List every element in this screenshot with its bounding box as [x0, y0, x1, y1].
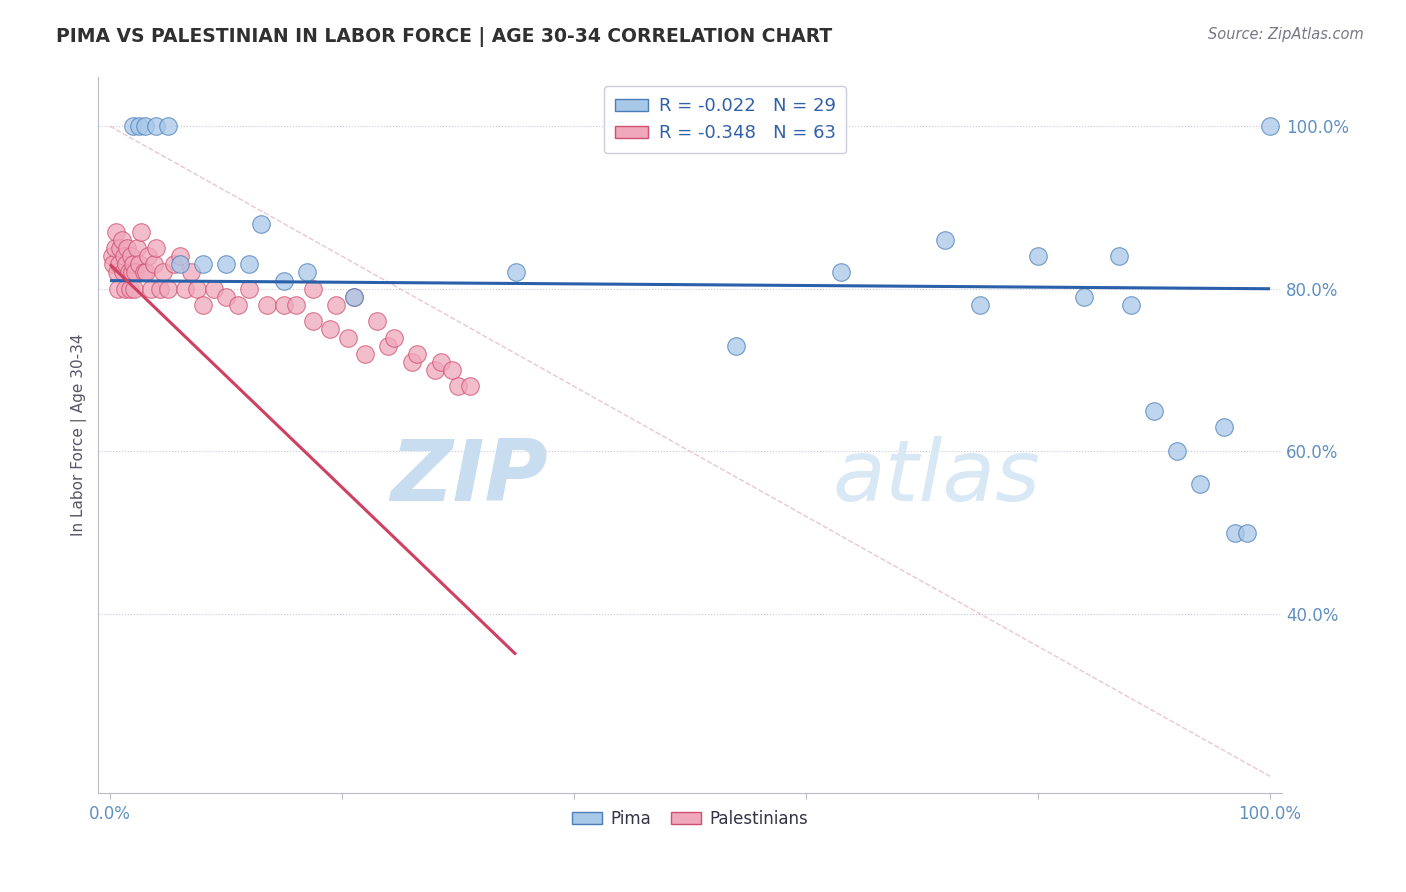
Point: [406, 347, 429, 361]
Point: [969, 298, 991, 312]
Point: [118, 282, 141, 296]
Y-axis label: In Labor Force | Age 30-34: In Labor Force | Age 30-34: [72, 334, 87, 536]
Point: [129, 225, 152, 239]
Point: [125, 241, 148, 255]
Point: [191, 257, 214, 271]
Point: [128, 257, 150, 271]
Point: [108, 257, 131, 271]
Point: [121, 265, 143, 279]
Point: [186, 282, 208, 296]
Point: [458, 379, 481, 393]
Point: [401, 355, 423, 369]
Point: [128, 119, 150, 133]
Point: [302, 282, 325, 296]
Point: [124, 282, 146, 296]
Point: [342, 290, 364, 304]
Point: [134, 119, 156, 133]
Point: [111, 265, 134, 279]
Point: [366, 314, 388, 328]
Point: [139, 282, 162, 296]
Point: [354, 347, 377, 361]
Point: [238, 257, 260, 271]
Point: [105, 265, 128, 279]
Point: [342, 290, 364, 304]
Point: [1026, 249, 1049, 263]
Point: [423, 363, 446, 377]
Point: [441, 363, 464, 377]
Point: [273, 298, 295, 312]
Point: [143, 257, 166, 271]
Point: [319, 322, 342, 336]
Point: [249, 217, 271, 231]
Point: [1119, 298, 1142, 312]
Point: [110, 233, 132, 247]
Point: [104, 241, 127, 255]
Point: [122, 119, 145, 133]
Point: [202, 282, 225, 296]
Text: atlas: atlas: [832, 436, 1040, 519]
Point: [174, 282, 197, 296]
Point: [112, 249, 135, 263]
Point: [273, 274, 295, 288]
Point: [110, 241, 132, 255]
Point: [256, 298, 278, 312]
Point: [122, 257, 145, 271]
Point: [191, 298, 214, 312]
Text: PIMA VS PALESTINIAN IN LABOR FORCE | AGE 30-34 CORRELATION CHART: PIMA VS PALESTINIAN IN LABOR FORCE | AGE…: [56, 27, 832, 46]
Point: [1166, 444, 1188, 458]
Point: [124, 265, 146, 279]
Point: [447, 379, 470, 393]
Point: [1143, 403, 1166, 417]
Point: [1236, 525, 1258, 540]
Point: [117, 265, 139, 279]
Point: [163, 257, 186, 271]
Point: [114, 282, 136, 296]
Point: [284, 298, 307, 312]
Point: [135, 265, 157, 279]
Point: [117, 241, 139, 255]
Point: [226, 298, 249, 312]
Point: [156, 119, 179, 133]
Point: [1189, 476, 1212, 491]
Point: [169, 257, 191, 271]
Point: [1258, 119, 1281, 133]
Text: ZIP: ZIP: [391, 436, 548, 519]
Point: [1073, 290, 1095, 304]
Point: [1212, 420, 1234, 434]
Point: [169, 249, 191, 263]
Point: [215, 257, 238, 271]
Point: [377, 338, 399, 352]
Point: [156, 282, 179, 296]
Point: [107, 282, 129, 296]
Point: [215, 290, 238, 304]
Point: [101, 249, 124, 263]
Point: [180, 265, 202, 279]
Point: [1108, 249, 1130, 263]
Point: [132, 265, 155, 279]
Point: [1225, 525, 1247, 540]
Point: [120, 249, 142, 263]
Point: [115, 257, 138, 271]
Point: [382, 330, 405, 344]
Point: [295, 265, 318, 279]
Point: [725, 338, 748, 352]
Point: [934, 233, 956, 247]
Text: Source: ZipAtlas.com: Source: ZipAtlas.com: [1208, 27, 1364, 42]
Point: [103, 257, 125, 271]
Point: [336, 330, 359, 344]
Legend: Pima, Palestinians: Pima, Palestinians: [565, 803, 814, 834]
Point: [429, 355, 451, 369]
Point: [136, 249, 159, 263]
Point: [149, 282, 172, 296]
Point: [145, 241, 167, 255]
Point: [145, 119, 167, 133]
Point: [505, 265, 527, 279]
Point: [152, 265, 174, 279]
Point: [325, 298, 347, 312]
Point: [238, 282, 260, 296]
Point: [302, 314, 325, 328]
Point: [104, 225, 127, 239]
Point: [830, 265, 852, 279]
